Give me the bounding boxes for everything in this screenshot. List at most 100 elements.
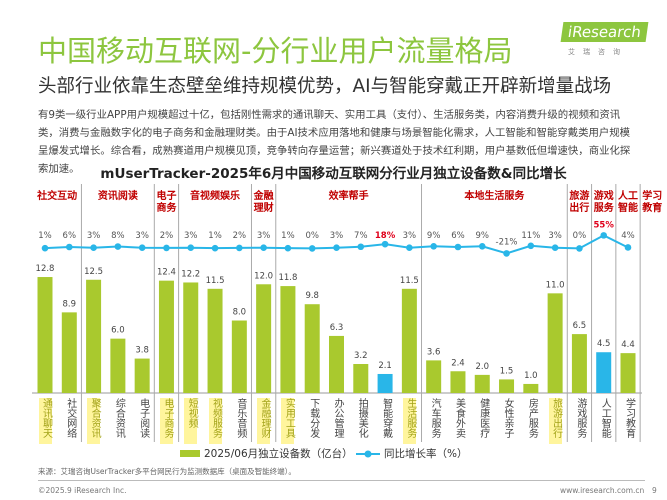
group-label: 电子商务 <box>156 191 177 214</box>
growth-value-label: 3% <box>135 231 149 241</box>
logo-cn: 艾瑞咨询 <box>568 48 628 56</box>
bar <box>523 383 539 393</box>
bar <box>110 338 126 393</box>
bar <box>207 288 223 393</box>
category-label-highlighted: 视频服务 <box>208 398 222 444</box>
bar-value-label: 11.8 <box>278 273 297 283</box>
bar-value-label: 1.0 <box>524 371 538 381</box>
bar <box>134 358 150 393</box>
source-note: 来源：艾瑞咨询UserTracker多平台网民行为监测数据库（桌面及智能终端）。 <box>38 467 296 476</box>
growth-point <box>454 243 462 251</box>
bar-value-label: 8.0 <box>233 308 247 318</box>
growth-point <box>163 244 170 252</box>
page-title: 中国移动互联网-分行业用户流量格局 <box>38 34 513 68</box>
legend-bar-label: 2025/06月独立设备数（亿台） <box>204 448 353 460</box>
category-label-highlighted: 旅游出行 <box>548 398 562 444</box>
growth-point <box>284 244 292 252</box>
bar <box>450 371 466 393</box>
category-label: 社交网络 <box>64 398 76 438</box>
group-label: 效率帮手 <box>328 191 369 202</box>
growth-point <box>187 244 195 251</box>
group-label: 本地生活服务 <box>464 191 525 202</box>
page-subtitle: 头部行业依靠生态壁垒维持规模优势，AI与智能穿戴正开辟新增量战场 <box>38 76 612 97</box>
bar-value-label: 4.4 <box>621 340 635 350</box>
bar-value-label: 3.6 <box>427 347 441 357</box>
bar-value-label: 12.5 <box>84 267 103 277</box>
category-label-highlighted: 金融理财 <box>257 398 271 444</box>
bar-value-label: 12.2 <box>181 269 200 279</box>
growth-value-label: 4% <box>621 231 635 241</box>
bar <box>353 364 369 393</box>
growth-point <box>527 242 535 250</box>
category-label: 美食外卖 <box>453 398 465 438</box>
page-number: 9 <box>652 486 657 495</box>
bar-value-label: 8.9 <box>63 299 77 309</box>
legend-bar: 2025/06月独立设备数（亿台） <box>180 446 353 461</box>
bar <box>280 286 296 393</box>
growth-point <box>576 245 583 252</box>
bar-value-label: 12.0 <box>254 271 273 281</box>
growth-point <box>478 242 486 250</box>
legend-line: 同比增长率（%） <box>356 446 467 461</box>
website-link[interactable]: www.iresearch.com.cn <box>560 486 645 495</box>
growth-value-label: 3% <box>184 231 198 241</box>
bar <box>37 277 53 393</box>
bar <box>256 284 272 393</box>
growth-value-label: 55% <box>594 220 615 230</box>
group-label: 资讯阅读 <box>97 191 138 202</box>
growth-value-label: 11% <box>521 231 540 241</box>
bar <box>401 288 417 393</box>
growth-point <box>65 243 73 251</box>
bar-value-label: 9.8 <box>305 291 319 301</box>
growth-point <box>551 244 559 251</box>
bar <box>547 293 563 393</box>
bar-value-label: 3.2 <box>354 351 368 361</box>
copyright: ©2025.9 iResearch Inc. <box>38 486 127 495</box>
group-label: 金融理财 <box>253 191 274 214</box>
bar-value-label: 6.0 <box>111 326 125 336</box>
growth-point <box>333 244 340 251</box>
bar <box>377 373 393 393</box>
bar <box>86 279 102 393</box>
bar <box>304 304 320 393</box>
iresearch-logo: iResearch 艾瑞咨询 <box>560 22 649 57</box>
category-label: 拍摄美化 <box>356 398 368 438</box>
category-label: 下载分发 <box>307 398 319 438</box>
bar-value-label: 1.5 <box>500 366 514 376</box>
bar <box>571 334 587 393</box>
growth-value-label: 1% <box>38 231 52 241</box>
category-label-highlighted: 聚合资讯 <box>87 398 101 444</box>
growth-point <box>41 244 49 252</box>
bar-value-label: 3.8 <box>135 346 149 356</box>
growth-value-label: 3% <box>403 231 417 241</box>
bar <box>474 374 490 393</box>
group-label: 旅游出行 <box>569 191 590 214</box>
growth-point <box>211 244 219 252</box>
category-label: 智能穿戴 <box>380 398 392 438</box>
growth-value-label: 0% <box>305 231 319 241</box>
bar <box>183 282 199 393</box>
growth-value-label: 2% <box>160 231 174 241</box>
growth-point <box>138 244 146 251</box>
bar-value-label: 12.8 <box>36 264 55 274</box>
group-label: 社交互动 <box>37 191 78 202</box>
group-label: 音视频娱乐 <box>190 191 241 202</box>
growth-point <box>430 242 437 250</box>
category-label-highlighted: 生活服务 <box>402 398 416 444</box>
category-label: 综合资讯 <box>113 398 125 438</box>
bar <box>329 335 344 393</box>
growth-value-label: 6% <box>63 231 77 241</box>
growth-point <box>503 250 510 257</box>
bar <box>426 360 442 393</box>
growth-value-label: 0% <box>573 231 587 241</box>
category-label: 游戏服务 <box>574 398 586 438</box>
group-label: 游戏服务 <box>593 191 614 214</box>
bar <box>158 280 174 393</box>
legend-bar-swatch <box>180 450 200 457</box>
growth-point <box>624 244 632 251</box>
category-label-highlighted: 通讯聊天 <box>38 398 52 444</box>
bar-value-label: 2.1 <box>378 361 392 371</box>
bar-value-label: 2.0 <box>475 362 489 372</box>
